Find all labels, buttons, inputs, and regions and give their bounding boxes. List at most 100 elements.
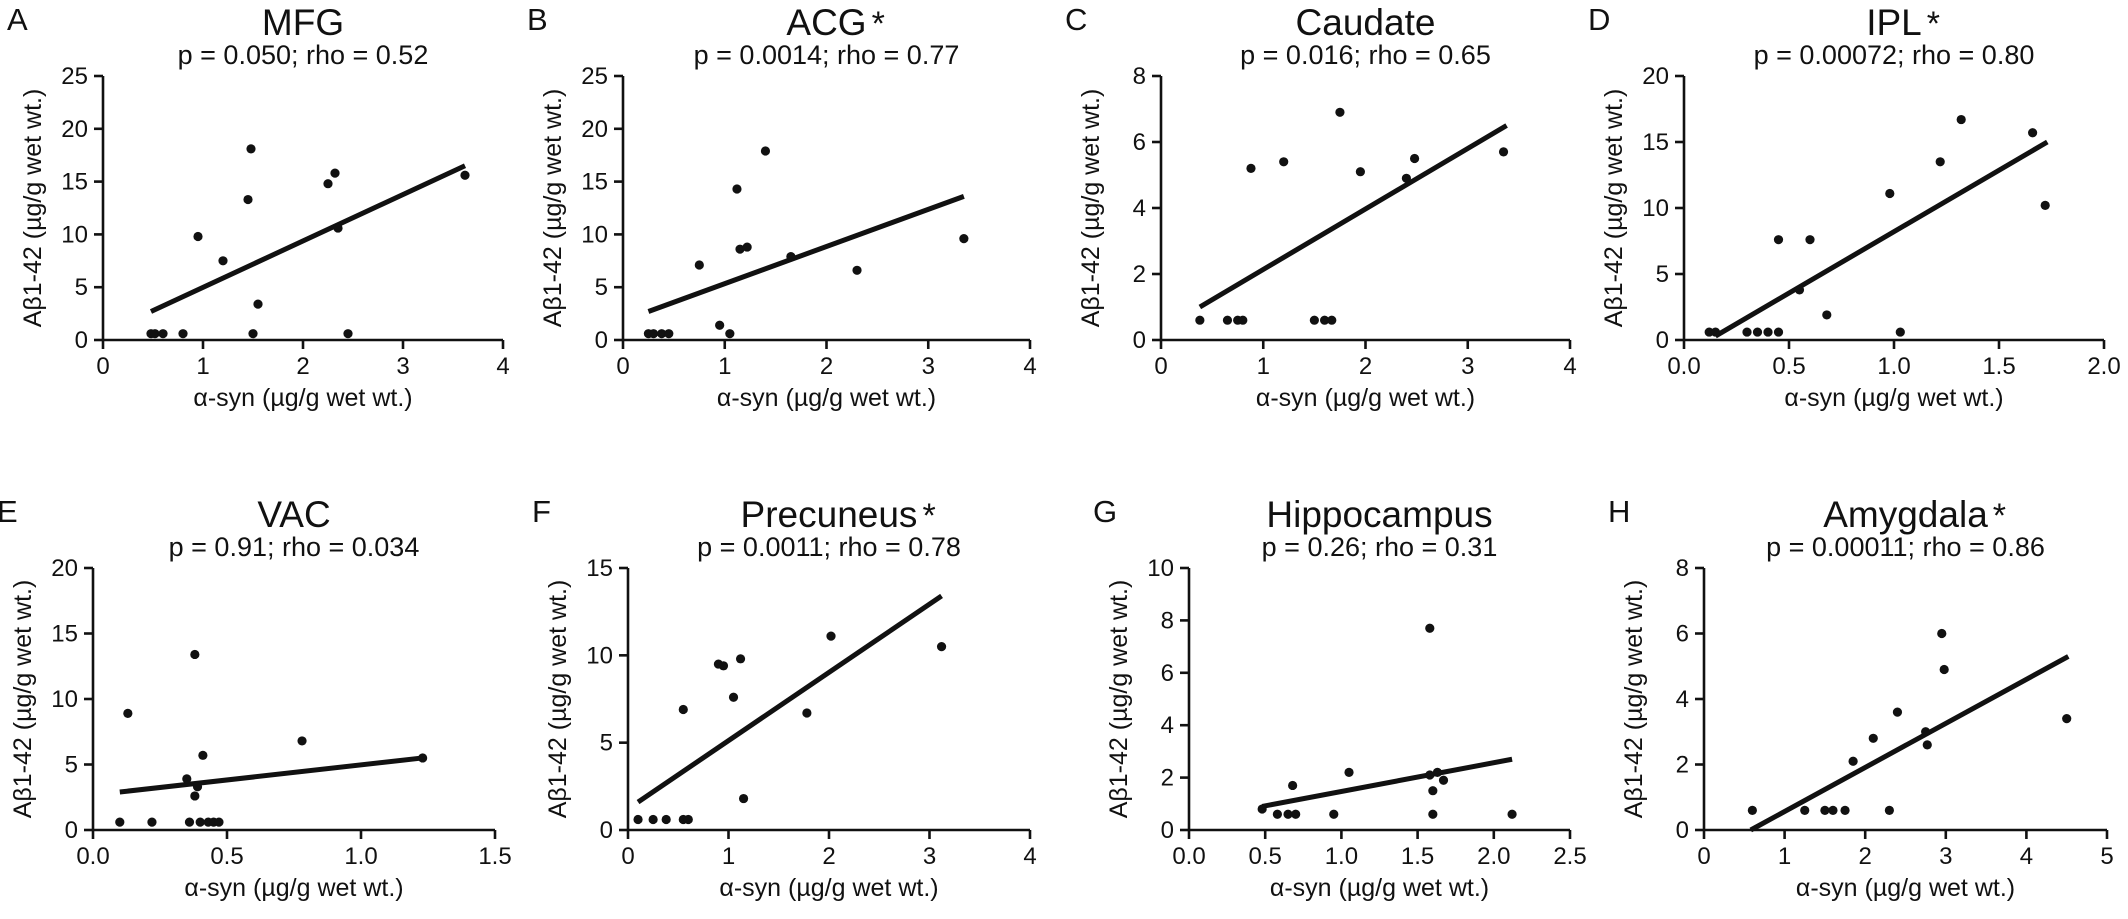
data-point-c (1327, 315, 1337, 325)
x-axis-label-d: α-syn (µg/g wet wt.) (1784, 384, 2003, 412)
x-tick-label-d: 1.5 (1982, 353, 2015, 380)
y-tick-label-c: 0 (1133, 327, 1146, 354)
data-point-b (657, 329, 667, 339)
data-point-f (826, 631, 836, 641)
data-point-a (330, 168, 340, 178)
data-point-d (1773, 235, 1784, 245)
data-point-h (1868, 733, 1878, 743)
x-tick-label-h: 4 (2020, 843, 2033, 870)
panel-title-b: ACG (786, 2, 866, 43)
data-point-c (1279, 157, 1289, 167)
y-tick-label-c: 8 (1133, 63, 1146, 90)
data-point-a (193, 231, 203, 242)
x-tick-label-b: 1 (718, 353, 731, 380)
y-tick-label-d: 0 (1656, 327, 1669, 354)
data-point-b (648, 329, 659, 339)
data-point-h (1921, 727, 1931, 737)
x-tick-label-b: 0 (616, 353, 629, 380)
significance-star-f: * (922, 497, 935, 535)
significance-star-h: * (1993, 497, 2006, 535)
y-tick-label-h: 0 (1676, 817, 1689, 844)
data-point-g (1272, 809, 1282, 819)
data-point-g (1425, 623, 1435, 633)
significance-star-b: * (872, 5, 885, 43)
data-point-a (218, 256, 228, 266)
panel-stats-a: p = 0.050; rho = 0.52 (178, 40, 429, 70)
y-tick-label-e: 15 (51, 621, 78, 648)
data-point-f (633, 814, 643, 825)
data-point-g (1438, 775, 1449, 785)
x-tick-label-g: 0.0 (1172, 843, 1205, 870)
x-tick-label-h: 3 (1939, 843, 1952, 870)
x-axis-label-e: α-syn (µg/g wet wt.) (184, 874, 403, 902)
y-tick-label-b: 25 (581, 63, 608, 90)
data-point-h (1892, 707, 1903, 717)
significance-star-d: * (1927, 5, 1940, 43)
x-tick-label-f: 4 (1023, 843, 1036, 870)
data-point-f (718, 661, 729, 671)
y-tick-label-f: 10 (586, 642, 613, 669)
x-tick-label-d: 1.0 (1877, 353, 1910, 380)
panel-title-e: VAC (257, 494, 330, 535)
y-axis-label-e: Aβ1-42 (µg/g wet wt.) (9, 580, 37, 819)
data-point-g (1507, 809, 1517, 819)
data-point-d (1742, 327, 1752, 337)
data-point-h (1884, 805, 1894, 815)
data-point-e (123, 708, 133, 719)
data-point-f (678, 704, 688, 715)
data-point-g (1329, 809, 1339, 819)
x-tick-label-f: 3 (923, 843, 936, 870)
data-point-a (150, 329, 160, 339)
data-point-g (1257, 804, 1267, 814)
x-axis-label-b: α-syn (µg/g wet wt.) (717, 384, 936, 412)
y-tick-label-d: 5 (1656, 261, 1669, 288)
panel-stats-e: p = 0.91; rho = 0.034 (169, 532, 420, 562)
regression-line-h (1749, 654, 2070, 833)
data-point-c (1498, 147, 1509, 157)
data-point-d (2028, 128, 2038, 138)
panel-letter-f: F (532, 494, 551, 529)
data-point-c (1401, 173, 1411, 183)
data-point-g (1344, 767, 1354, 777)
data-point-a (333, 223, 343, 233)
data-point-b (852, 265, 862, 275)
y-tick-label-g: 10 (1147, 555, 1174, 582)
data-point-d (1773, 327, 1784, 337)
data-point-b (715, 320, 725, 330)
y-tick-label-e: 0 (65, 817, 78, 844)
data-point-b (725, 329, 735, 339)
y-tick-label-a: 15 (61, 169, 88, 196)
x-axis-label-h: α-syn (µg/g wet wt.) (1796, 874, 2015, 902)
x-tick-label-c: 2 (1359, 353, 1372, 380)
x-axis-label-g: α-syn (µg/g wet wt.) (1270, 874, 1489, 902)
y-tick-label-g: 6 (1161, 660, 1174, 687)
y-tick-label-g: 0 (1161, 817, 1174, 844)
y-tick-label-a: 20 (61, 116, 88, 143)
data-point-f (735, 654, 746, 664)
panel-title-d: IPL (1866, 2, 1922, 43)
x-tick-label-h: 1 (1778, 843, 1791, 870)
x-tick-label-g: 1.5 (1401, 843, 1434, 870)
data-point-e (418, 753, 428, 763)
y-tick-label-a: 5 (75, 274, 88, 301)
data-point-b (664, 329, 674, 339)
panel-letter-e: E (0, 494, 18, 529)
data-point-g (1432, 767, 1443, 777)
data-point-a (243, 194, 253, 205)
regression-line-b (647, 194, 965, 314)
data-point-d (2040, 200, 2050, 210)
x-tick-label-a: 0 (96, 353, 109, 380)
data-point-f (648, 814, 658, 825)
y-tick-label-b: 20 (581, 116, 608, 143)
data-point-h (1939, 664, 1949, 675)
data-point-d (1763, 327, 1773, 337)
x-tick-label-g: 2.5 (1553, 843, 1586, 870)
y-tick-label-d: 10 (1642, 195, 1669, 222)
data-point-e (184, 817, 195, 827)
data-point-c (1409, 153, 1420, 164)
y-tick-label-g: 4 (1161, 712, 1174, 739)
x-tick-label-f: 2 (822, 843, 835, 870)
y-axis-label-g: Aβ1-42 (µg/g wet wt.) (1105, 580, 1133, 819)
panel-stats-c: p = 0.016; rho = 0.65 (1240, 40, 1491, 70)
